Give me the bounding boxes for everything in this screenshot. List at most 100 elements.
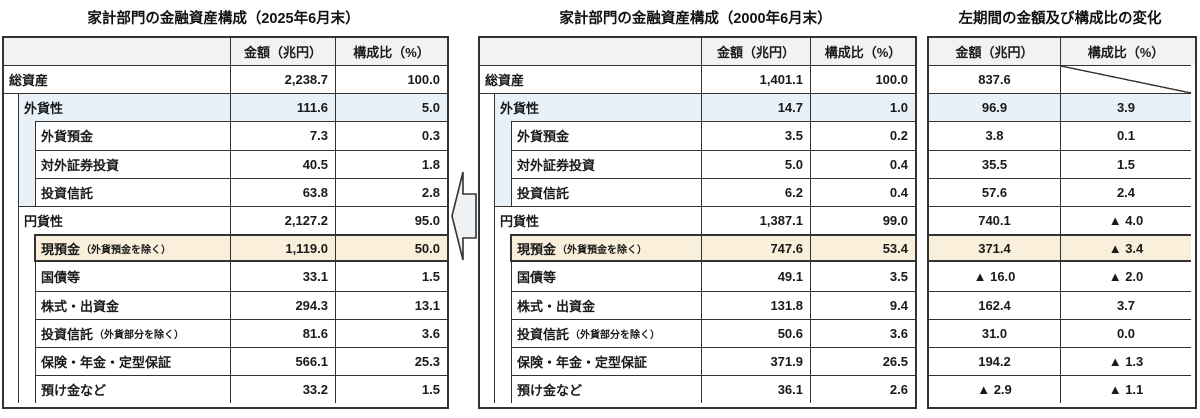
indent-strip [495,375,512,404]
amount-cell: 740.1 [929,205,1060,234]
row-label: 保険・年金・定型保証 [512,346,701,375]
row-label: 対外証券投資 [512,149,701,178]
amount-cell: 81.6 [230,318,335,347]
indent-strip [480,121,495,150]
ratio-cell: ▲ 3.4 [1060,234,1191,263]
table-title-2000: 家計部門の金融資産構成（2000年6月末） [559,11,832,27]
table-row: 預け金など 33.2 1.5 [4,375,447,404]
indent-strip [4,205,19,235]
row-label: 投資信託 （外貨部分を除く） [512,318,701,347]
label-column-header [480,38,701,65]
amount-cell: 96.9 [929,93,1060,122]
ratio-cell: 2.4 [1060,177,1191,206]
table-row: ▲ 16.0 ▲ 2.0 [929,262,1195,291]
indent-strip [495,346,512,376]
ratio-cell: 5.0 [335,93,447,122]
table-2000: 金額（兆円） 構成比（%） 総資産 1,401.1 100.0 外貨性 14.7 1.0 外… [478,36,917,409]
row-label: 総資産 [4,65,230,93]
table-row: 保険・年金・定型保証 371.9 26.5 [480,346,915,376]
table-row: 投資信託 63.8 2.8 [4,177,447,206]
table-row: 57.6 2.4 [929,177,1195,206]
amount-cell: 162.4 [929,290,1060,319]
amount-cell: 57.6 [929,177,1060,206]
indent-strip [4,93,19,122]
amount-cell: 3.5 [701,121,810,150]
ratio-cell: 3.9 [1060,93,1191,122]
diagonal-slash-cell [1060,65,1191,94]
row-label: 現預金 （外貨預金を除く） [512,234,701,263]
ratio-cell: 1.5 [335,262,447,291]
indent-strip [495,121,512,150]
table-row: 国債等 49.1 3.5 [480,262,915,291]
table-row: 371.4 ▲ 3.4 [929,234,1195,263]
row-label-note: （外貨預金を除く） [81,244,172,256]
indent-strip [495,318,512,347]
indent-strip [4,262,19,291]
table-row: ▲ 2.9 ▲ 1.1 [929,375,1195,404]
indent-strip [480,177,495,206]
amount-cell: 33.1 [230,262,335,291]
ratio-cell: 2.8 [335,177,447,206]
table-2025: 金額（兆円） 構成比（%） 総資産 2,238.7 100.0 外貨性 111.6 5.0… [2,36,449,409]
row-label-note: （外貨部分を除く） [94,329,185,341]
indent-strip [19,121,36,150]
indent-strip [19,177,36,206]
indent-strip [480,205,495,235]
ratio-cell: 95.0 [335,205,447,235]
ratio-cell: 0.2 [810,121,915,150]
ratio-cell: 0.4 [810,177,915,206]
indent-strip [19,290,36,319]
amount-cell: 1,387.1 [701,205,810,235]
indent-strip [480,375,495,404]
row-label: 投資信託 （外貨部分を除く） [36,318,230,347]
amount-cell: ▲ 2.9 [929,375,1060,403]
table-row: 837.6 [929,65,1195,94]
table-row: 740.1 ▲ 4.0 [929,205,1195,235]
row-label: 外貨性 [495,93,701,122]
table-row: 円貨性 2,127.2 95.0 [4,205,447,235]
amount-cell: 31.0 [929,318,1060,347]
table-row: 投資信託 （外貨部分を除く） 50.6 3.6 [480,318,915,347]
ratio-cell: 50.0 [335,234,447,263]
amount-column-header: 金額（兆円） [955,45,1034,60]
amount-cell: 294.3 [230,290,335,319]
indent-strip [4,346,19,376]
ratio-column-header: 構成比（%） [1060,38,1191,65]
indent-strip [495,234,512,263]
table-header-row: 金額（兆円） 構成比（%） [929,38,1195,65]
table-row: 総資産 1,401.1 100.0 [480,65,915,94]
ratio-cell: 100.0 [810,65,915,94]
row-label: 国債等 [517,269,557,285]
indent-strip [19,346,36,376]
amount-cell: 2,127.2 [230,205,335,235]
indent-strip [4,318,19,347]
left-block-arrow-icon [451,171,477,261]
row-label: 預け金など [512,375,701,403]
table-row: 162.4 3.7 [929,290,1195,319]
table-row: 投資信託 （外貨部分を除く） 81.6 3.6 [4,318,447,347]
indent-strip [19,149,36,178]
row-label: 外貨預金 [36,121,230,149]
ratio-cell: 0.1 [1060,121,1191,150]
indent-strip [495,290,512,319]
amount-cell: ▲ 16.0 [973,268,1016,284]
amount-cell: 566.1 [230,346,335,376]
table-row: 外貨性 14.7 1.0 [480,93,915,122]
amount-cell: 131.8 [701,290,810,319]
table-row: 保険・年金・定型保証 566.1 25.3 [4,346,447,376]
table-row: 外貨性 111.6 5.0 [4,93,447,122]
indent-strip [19,262,36,291]
amount-cell: 63.8 [230,177,335,206]
ratio-column-header: 構成比（%） [335,38,447,65]
ratio-cell: 0.4 [810,149,915,178]
row-label: 円貨性 [495,205,701,234]
amount-cell: 33.2 [230,375,335,404]
indent-strip [19,318,36,347]
amount-cell: 35.5 [929,149,1060,178]
row-label: 円貨性 [19,205,230,234]
row-label: 国債等 [41,269,81,285]
indent-strip [495,149,512,178]
table-title-2025: 家計部門の金融資産構成（2025年6月末） [87,11,360,27]
ratio-cell: 26.5 [810,346,915,376]
